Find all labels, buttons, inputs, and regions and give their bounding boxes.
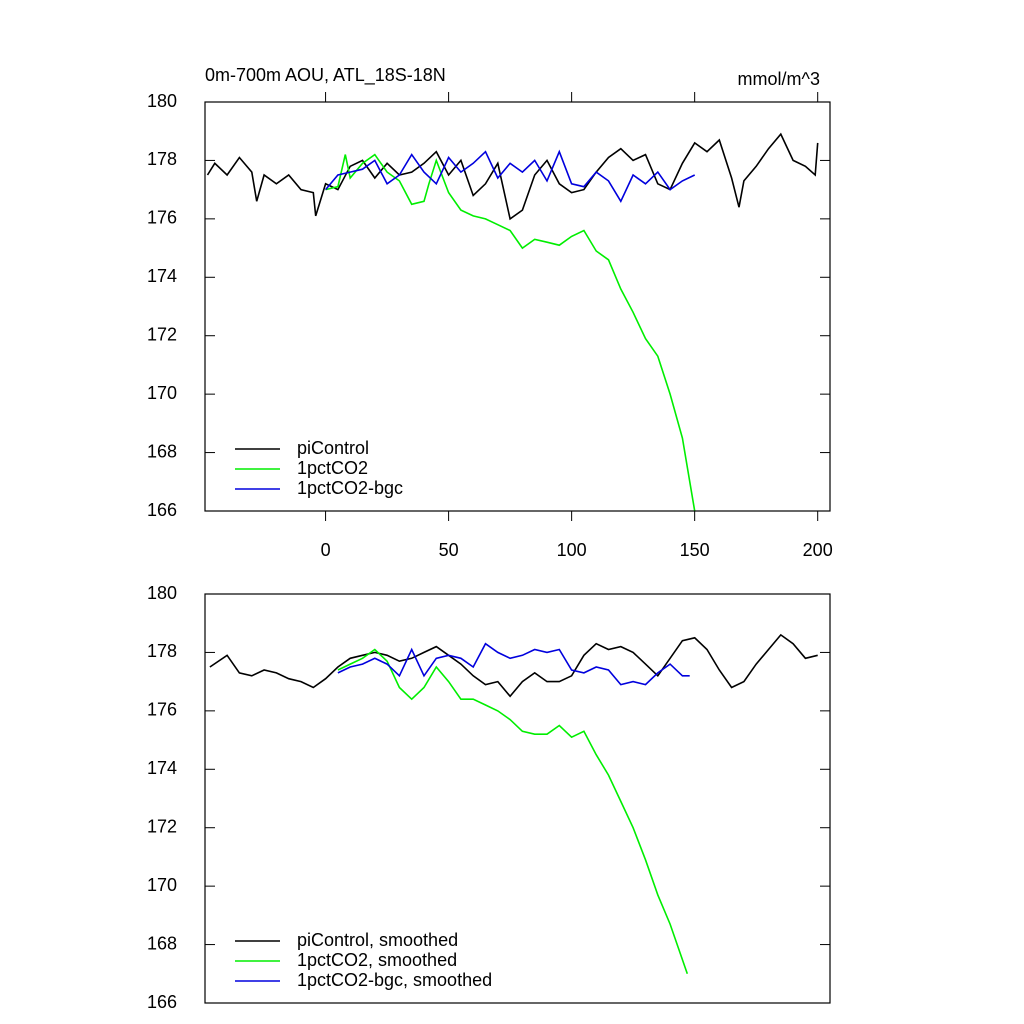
y-tick-label: 172 [147,816,177,836]
y-tick-label: 180 [147,583,177,603]
plot-frame [204,101,831,512]
x-tick-label: 100 [557,540,587,560]
y-tick-label: 172 [147,324,177,344]
legend-label: piControl [297,438,369,458]
data-line [337,642,690,686]
legend-label: 1pctCO2 [297,458,368,478]
legend-label: 1pctCO2, smoothed [297,950,457,970]
y-tick-label: 166 [147,500,177,520]
legend-label: piControl, smoothed [297,930,458,950]
y-tick-label: 170 [147,383,177,403]
x-tick-label: 200 [803,540,833,560]
y-tick-label: 174 [147,758,177,778]
y-tick-label: 166 [147,992,177,1012]
y-tick-label: 180 [147,91,177,111]
x-tick-label: 150 [680,540,710,560]
y-tick-label: 176 [147,208,177,228]
data-line [209,633,818,698]
legend-label: 1pctCO2-bgc, smoothed [297,970,492,990]
y-tick-label: 174 [147,266,177,286]
data-line [325,153,696,512]
y-tick-label: 178 [147,641,177,661]
y-tick-label: 178 [147,149,177,169]
y-tick-label: 170 [147,875,177,895]
data-line [206,132,819,221]
y-tick-label: 168 [147,441,177,461]
x-tick-label: 50 [439,540,459,560]
y-tick-label: 168 [147,933,177,953]
x-tick-label: 0 [321,540,331,560]
chart-title: 0m-700m AOU, ATL_18S-18N [205,65,446,86]
data-line [324,149,696,203]
legend-label: 1pctCO2-bgc [297,478,403,498]
data-line [337,648,689,975]
units-label: mmol/m^3 [738,69,820,89]
y-tick-label: 176 [147,700,177,720]
plot-frame [204,593,831,1004]
